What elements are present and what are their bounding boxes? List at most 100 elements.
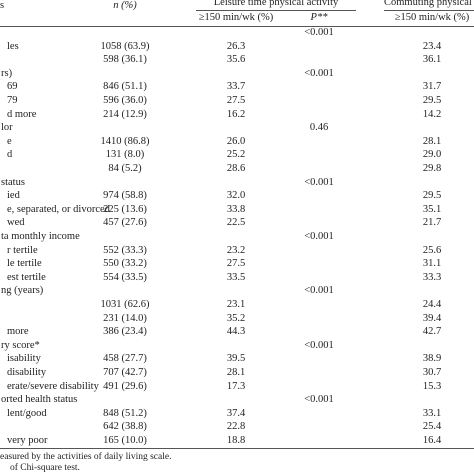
p-cell: <0.001 xyxy=(304,231,334,242)
leisure-cell: 33.7 xyxy=(226,81,246,93)
commuting-cell: 25.4 xyxy=(422,421,442,433)
p-cell: <0.001 xyxy=(304,67,334,79)
n-cell: 457 (27.6) xyxy=(103,217,147,229)
commuting-cell: 31.7 xyxy=(422,81,442,93)
row-label: est tertile xyxy=(7,271,46,283)
p-cell: <0.001 xyxy=(304,394,334,406)
leisure-cell: 28.6 xyxy=(226,163,246,174)
row-label: very poor xyxy=(7,435,48,446)
commuting-cell: 33.3 xyxy=(422,271,442,283)
n-cell: 1410 (86.8) xyxy=(100,135,150,147)
row-label: wed xyxy=(7,217,25,229)
row-label: lent/good xyxy=(7,407,47,419)
row-label: isability xyxy=(7,353,41,365)
header-commuting-pct: ≥150 min/wk (%) xyxy=(394,12,470,23)
group-rule xyxy=(196,10,356,11)
leisure-cell: 26.3 xyxy=(226,40,246,52)
row-label: 79 xyxy=(7,95,18,106)
n-cell: 225 (13.6) xyxy=(103,203,147,215)
footnote: of Chi-square test. xyxy=(10,463,80,473)
leisure-cell: 33.8 xyxy=(226,203,246,215)
row-label: d more xyxy=(7,108,37,120)
header-rule xyxy=(0,26,474,27)
n-cell: 707 (42.7) xyxy=(103,367,147,378)
row-label: rs) xyxy=(1,67,13,79)
row-label: 69 xyxy=(7,81,18,93)
commuting-cell: 29.0 xyxy=(422,149,442,161)
p-cell: <0.001 xyxy=(304,285,334,297)
leisure-cell: 26.0 xyxy=(226,135,246,147)
leisure-cell: 16.2 xyxy=(226,108,246,120)
header-variable: s xyxy=(0,0,5,11)
commuting-cell: 15.3 xyxy=(422,380,442,392)
commuting-cell: 29.5 xyxy=(422,190,442,202)
commuting-cell: 14.2 xyxy=(422,108,442,120)
leisure-cell: 44.3 xyxy=(226,326,246,338)
row-label: ta monthly income xyxy=(1,231,80,242)
commuting-cell: 29.5 xyxy=(422,95,442,106)
leisure-cell: 37.4 xyxy=(226,407,246,419)
n-cell: 974 (58.8) xyxy=(103,190,147,202)
leisure-cell: 27.5 xyxy=(226,258,246,270)
row-label: les xyxy=(7,40,19,52)
commuting-cell: 28.1 xyxy=(422,135,442,147)
n-cell: 848 (51.2) xyxy=(103,407,147,419)
commuting-cell: 24.4 xyxy=(422,299,442,310)
leisure-cell: 35.6 xyxy=(226,54,246,66)
p-cell: <0.001 xyxy=(304,176,334,188)
n-cell: 84 (5.2) xyxy=(108,163,142,174)
commuting-cell: 29.8 xyxy=(422,163,442,174)
leisure-cell: 27.5 xyxy=(226,95,246,106)
commuting-cell: 21.7 xyxy=(422,217,442,229)
commuting-cell: 31.1 xyxy=(422,258,442,270)
leisure-cell: 23.2 xyxy=(226,244,246,256)
leisure-cell: 23.1 xyxy=(226,299,246,310)
p-cell: 0.46 xyxy=(309,122,329,134)
header-commuting: Commuting physical a xyxy=(384,0,474,8)
footnote: easured by the activities of daily livin… xyxy=(0,452,172,462)
n-cell: 596 (36.0) xyxy=(103,95,147,106)
row-label: r tertile xyxy=(7,244,38,256)
leisure-cell: 25.2 xyxy=(226,149,246,161)
p-cell: <0.001 xyxy=(304,339,334,351)
header-leisure: Leisure time physical activity xyxy=(213,0,339,8)
commuting-cell: 36.1 xyxy=(422,54,442,66)
n-cell: 598 (36.1) xyxy=(103,54,147,66)
leisure-cell: 22.8 xyxy=(226,421,246,433)
leisure-cell: 17.3 xyxy=(226,380,246,392)
leisure-cell: 33.5 xyxy=(226,271,246,283)
leisure-cell: 39.5 xyxy=(226,353,246,365)
commuting-cell: 33.1 xyxy=(422,407,442,419)
n-cell: 642 (38.8) xyxy=(103,421,147,433)
leisure-cell: 22.5 xyxy=(226,217,246,229)
n-cell: 550 (33.2) xyxy=(103,258,147,270)
commuting-cell: 25.6 xyxy=(422,244,442,256)
p-cell: <0.001 xyxy=(304,27,334,38)
row-label: orted health status xyxy=(1,394,78,406)
n-cell: 131 (8.0) xyxy=(105,149,145,161)
row-label: more xyxy=(7,326,29,338)
n-cell: 552 (33.3) xyxy=(103,244,147,256)
leisure-cell: 18.8 xyxy=(226,435,246,446)
row-label: status xyxy=(1,176,25,188)
row-label: le tertile xyxy=(7,258,42,270)
header-p: P** xyxy=(310,12,328,23)
commuting-cell: 35.1 xyxy=(422,203,442,215)
row-label: d xyxy=(7,149,13,161)
row-label: lor xyxy=(1,122,13,134)
n-cell: 846 (51.1) xyxy=(103,81,147,93)
n-cell: 214 (12.9) xyxy=(103,108,147,120)
leisure-cell: 32.0 xyxy=(226,190,246,202)
row-label: erate/severe disability xyxy=(7,380,99,392)
group-rule xyxy=(384,10,474,11)
row-label: disability xyxy=(7,367,47,378)
commuting-cell: 38.9 xyxy=(422,353,442,365)
row-label: ry score* xyxy=(1,339,40,351)
leisure-cell: 35.2 xyxy=(226,312,246,324)
n-cell: 554 (33.5) xyxy=(103,271,147,283)
commuting-cell: 30.7 xyxy=(422,367,442,378)
row-label: e xyxy=(7,135,12,147)
row-label: e, separated, or divorced xyxy=(7,203,110,215)
commuting-cell: 39.4 xyxy=(422,312,442,324)
